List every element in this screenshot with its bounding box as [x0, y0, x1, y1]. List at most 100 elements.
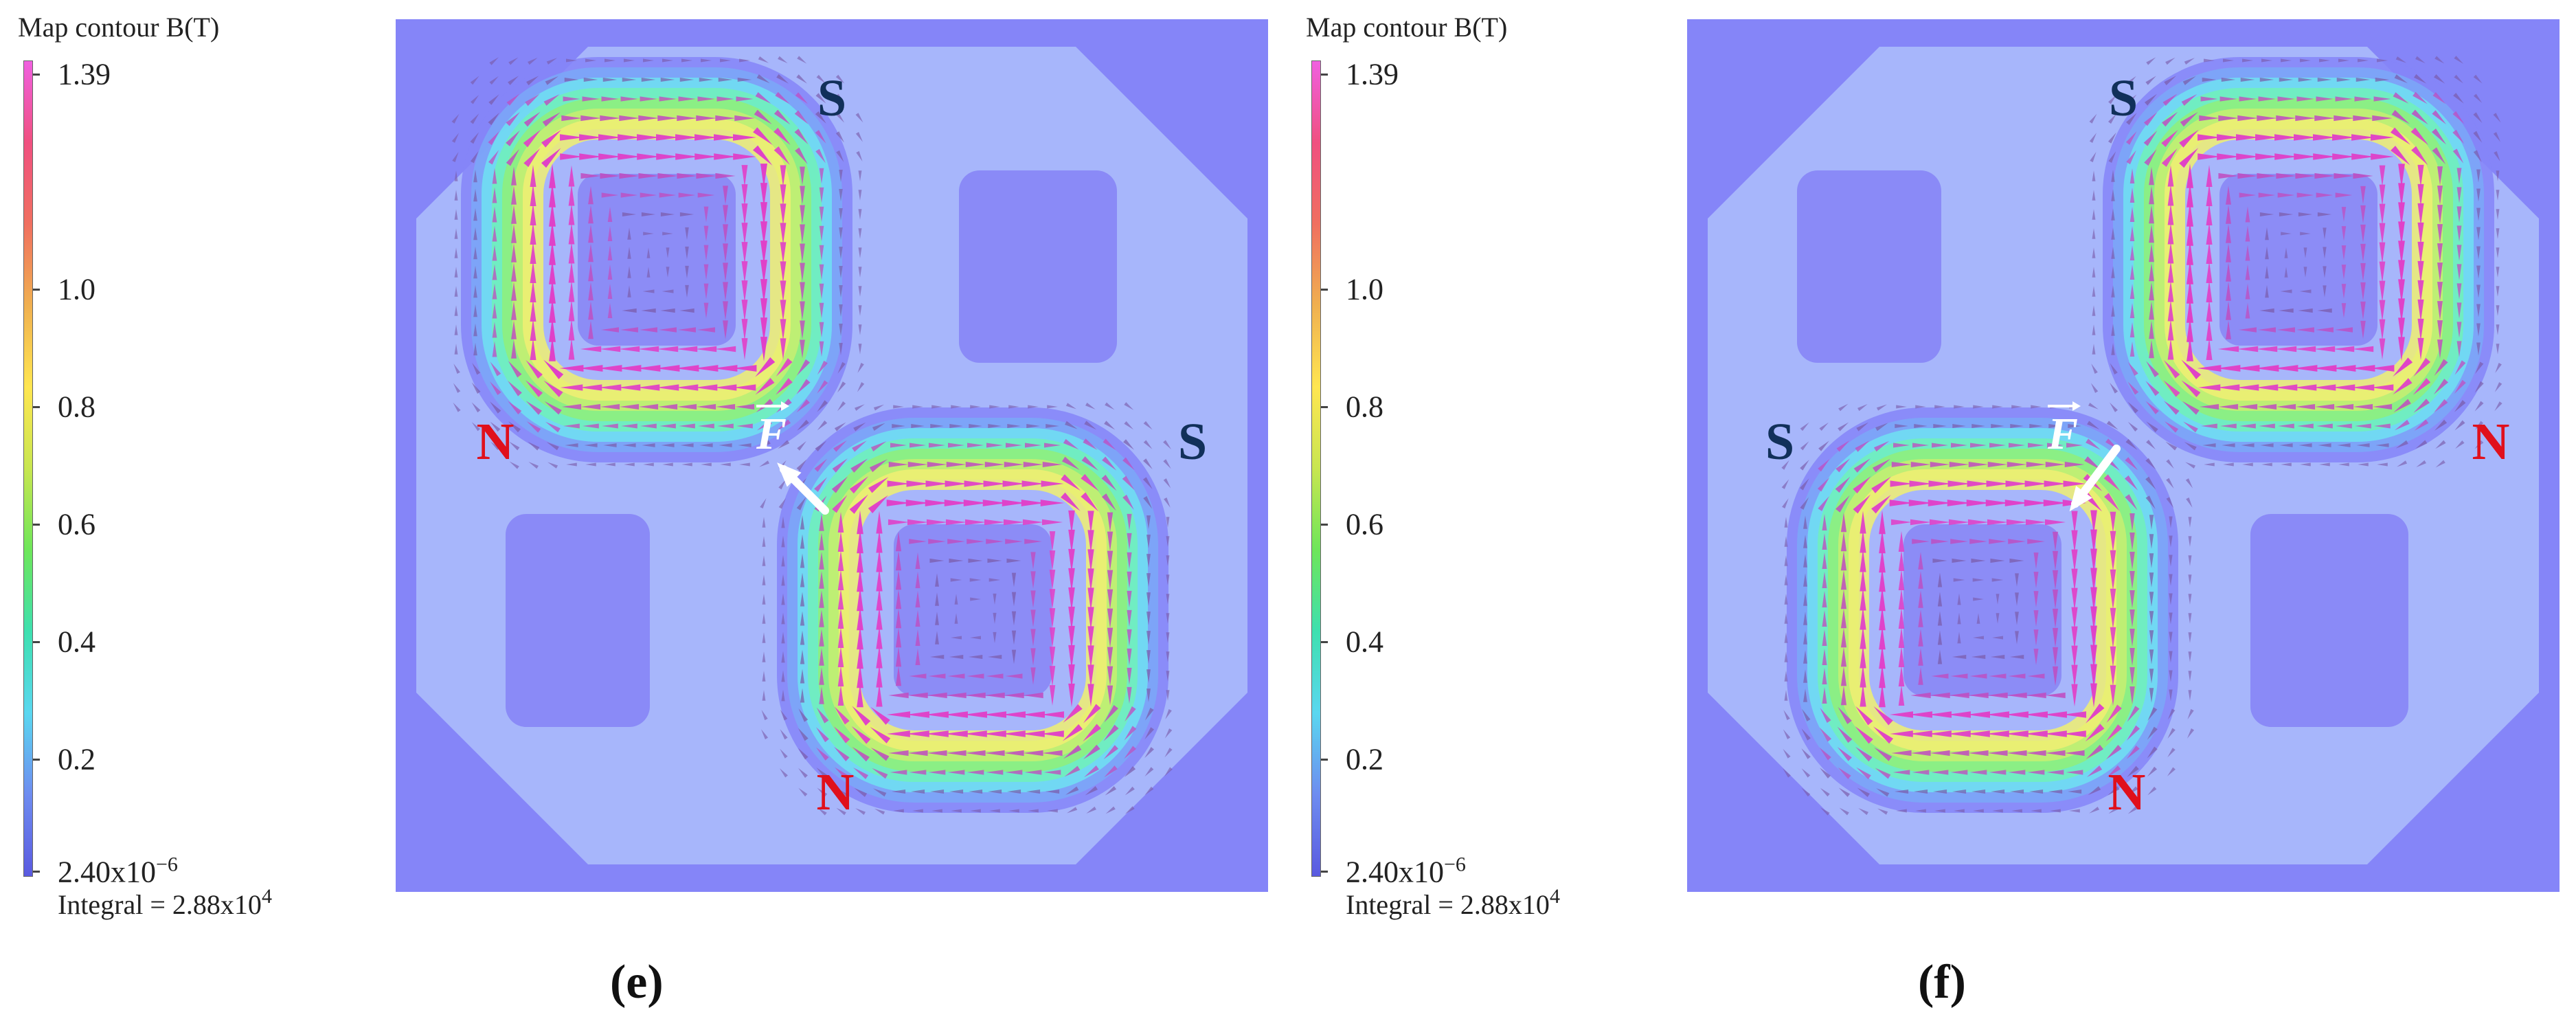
- flux-arrow: [659, 96, 677, 102]
- flux-arrow: [2379, 184, 2386, 206]
- flux-arrow: [2411, 109, 2428, 125]
- flux-arrow: [2360, 301, 2366, 320]
- empty-slot-1: [2250, 514, 2408, 727]
- flux-arrow: [638, 403, 659, 410]
- flux-arrow: [2473, 131, 2483, 143]
- flux-arrow: [795, 92, 809, 104]
- colorbar-tick: [33, 641, 40, 644]
- flux-arrow: [815, 148, 826, 164]
- integral-exponent: 4: [261, 885, 272, 908]
- flux-arrow: [778, 497, 787, 509]
- flux-arrow: [741, 242, 748, 264]
- flux-arrow: [580, 346, 602, 352]
- flux-arrow: [1989, 443, 2006, 448]
- flux-arrow: [2033, 572, 2039, 588]
- flux-arrow: [2110, 684, 2116, 706]
- flux-arrow: [964, 519, 986, 526]
- flux-arrow: [1879, 625, 1886, 650]
- flux-arrow: [640, 192, 657, 198]
- flux-arrow: [949, 424, 963, 428]
- flux-arrow: [2206, 242, 2213, 264]
- flux-arrow: [523, 129, 541, 148]
- flux-arrow: [1873, 440, 1890, 452]
- flux-arrow: [780, 184, 787, 206]
- flux-arrow: [907, 692, 928, 699]
- flux-arrow: [2007, 461, 2027, 468]
- flux-arrow: [2493, 132, 2501, 142]
- flux-arrow: [2394, 419, 2410, 431]
- flux-arrow: [796, 497, 806, 511]
- flux-arrow: [2456, 322, 2462, 338]
- flux-arrow: [470, 95, 479, 104]
- flux-arrow: [541, 129, 561, 148]
- flux-arrow: [834, 746, 850, 761]
- flux-arrow: [2336, 423, 2352, 429]
- colorbar: [1311, 60, 1321, 877]
- flux-arrow: [508, 380, 522, 396]
- flux-arrow: [1026, 789, 1041, 794]
- flux-arrow: [915, 591, 920, 607]
- flux-arrow: [714, 346, 736, 352]
- flux-arrow: [815, 440, 827, 452]
- flux-arrow: [2314, 115, 2335, 122]
- flux-arrow: [1802, 708, 1811, 721]
- flux-arrow: [1049, 589, 1056, 609]
- flux-arrow: [987, 654, 1002, 660]
- flux-arrow: [2184, 58, 2195, 65]
- flux-arrow: [1913, 789, 1928, 794]
- flux-arrow: [2129, 667, 2135, 685]
- flux-arrow: [837, 588, 844, 610]
- colorbar-tick: [1321, 759, 1328, 761]
- flux-arrow: [2415, 440, 2428, 449]
- flux-arrow: [1103, 438, 1116, 451]
- flux-arrow: [2089, 133, 2097, 143]
- flux-arrow: [836, 807, 846, 816]
- flux-arrow: [2027, 673, 2045, 679]
- flux-arrow: [2086, 765, 2103, 777]
- flux-arrow: [929, 654, 945, 660]
- flux-arrow: [1068, 683, 1075, 708]
- flux-arrow: [564, 77, 579, 82]
- flux-arrow: [2298, 212, 2313, 217]
- flux-arrow: [1086, 806, 1096, 814]
- flux-arrows: [1781, 56, 2502, 816]
- legend-title: Map contour B(T): [1306, 12, 1508, 43]
- flux-arrow: [741, 184, 748, 206]
- flux-arrow: [1146, 554, 1151, 568]
- flux-arrow: [1932, 789, 1947, 794]
- flux-arrow: [2043, 500, 2068, 506]
- colorbar-tick: [1321, 406, 1328, 409]
- flux-arrow: [568, 338, 575, 360]
- flux-arrow: [598, 384, 622, 391]
- flux-arrow: [2226, 243, 2231, 262]
- flux-arrow: [1932, 558, 1947, 563]
- flux-arrow: [677, 403, 697, 410]
- flux-arrow: [2149, 553, 2154, 568]
- flux-arrow: [492, 302, 497, 319]
- flux-arrow: [1856, 767, 1871, 780]
- flux-arrow: [2008, 770, 2026, 775]
- flux-arrow: [624, 58, 635, 63]
- flux-arrow: [930, 424, 944, 428]
- flux-arrow: [2456, 187, 2462, 203]
- flux-arrow: [2188, 632, 2192, 643]
- flux-arrow: [2048, 789, 2063, 794]
- flux-arrow: [1021, 711, 1045, 718]
- flux-arrow: [781, 651, 785, 663]
- flux-arrow: [2297, 423, 2314, 429]
- flux-arrow: [1083, 744, 1100, 760]
- flux-arrow: [2496, 228, 2500, 239]
- flux-arrow: [2105, 724, 2123, 741]
- flux-arrow: [831, 476, 848, 493]
- flux-arrow: [1040, 500, 1065, 506]
- flux-arrow: [2417, 299, 2424, 322]
- flux-arrow: [1879, 606, 1886, 631]
- flux-arrow: [2434, 74, 2445, 84]
- flux-arrow: [2394, 74, 2408, 84]
- flux-arrow: [2239, 327, 2257, 333]
- flux-arrow: [911, 424, 925, 428]
- flux-arrow: [530, 300, 536, 322]
- flux-arrow: [2476, 284, 2481, 298]
- flux-arrow: [1143, 495, 1153, 509]
- flux-arrow: [1879, 548, 1886, 573]
